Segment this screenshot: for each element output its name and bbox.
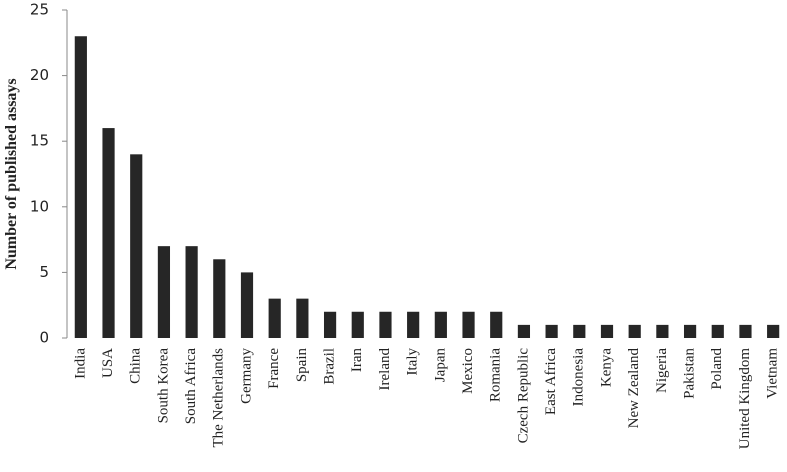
bar	[545, 324, 558, 338]
bar	[462, 311, 475, 338]
x-tick-label: Czech Republic	[515, 348, 531, 444]
bar	[157, 246, 171, 338]
x-tick-label: Kenya	[598, 348, 614, 387]
x-tick-label: New Zealand	[626, 348, 642, 429]
x-tick-label: Pakistan	[682, 348, 698, 399]
y-axis-label: Number of published assays	[3, 78, 20, 269]
x-tick-label: South Africa	[183, 348, 199, 425]
bar	[240, 272, 254, 338]
bar	[268, 298, 281, 338]
bar	[683, 324, 697, 338]
x-tick-label: United Kingdom	[737, 348, 753, 450]
bar	[407, 311, 420, 338]
bar	[185, 246, 198, 338]
x-tick-label: Romania	[488, 348, 504, 402]
y-tick-label: 15	[30, 132, 49, 150]
bar	[517, 324, 531, 338]
x-tick-label: France	[266, 348, 282, 389]
bar	[102, 128, 115, 338]
x-tick-label: USA	[100, 348, 116, 378]
bar	[573, 324, 586, 338]
x-tick-label: South Korea	[155, 348, 171, 424]
bar	[296, 298, 309, 338]
bar	[213, 259, 226, 338]
x-tick-label: The Netherlands	[211, 348, 227, 448]
y-tick-label: 0	[39, 329, 49, 347]
bar	[490, 311, 503, 338]
x-tick-label: Japan	[432, 348, 448, 383]
bar	[323, 311, 337, 338]
bar	[628, 324, 641, 338]
bar	[711, 324, 724, 338]
x-tick-label: Mexico	[460, 348, 476, 394]
bar	[74, 36, 87, 339]
x-tick-label: Brazil	[322, 348, 338, 385]
y-tick-label: 10	[30, 197, 49, 215]
y-tick-label: 20	[30, 66, 49, 84]
x-tick-label: Ireland	[377, 348, 393, 391]
x-tick-label: Spain	[294, 348, 310, 383]
x-tick-label: India	[72, 348, 88, 379]
x-tick-label: Poland	[709, 348, 725, 390]
bar	[767, 324, 780, 338]
bar	[600, 324, 614, 338]
x-tick-label: China	[128, 348, 144, 384]
bar	[739, 324, 752, 338]
x-tick-label: Nigeria	[654, 348, 670, 393]
x-tick-label: Italy	[405, 348, 421, 376]
bar	[351, 311, 364, 338]
bar	[434, 311, 447, 338]
bar	[379, 311, 392, 338]
x-tick-label: Indonesia	[571, 348, 587, 407]
y-tick-label: 5	[39, 263, 49, 281]
y-tick-label: 25	[30, 1, 49, 19]
x-tick-label: Germany	[238, 348, 254, 404]
bar	[130, 154, 143, 338]
bar	[656, 324, 669, 338]
x-tick-label: Iran	[349, 348, 365, 373]
x-tick-label: Vietnam	[765, 348, 781, 399]
x-tick-label: East Africa	[543, 348, 559, 415]
